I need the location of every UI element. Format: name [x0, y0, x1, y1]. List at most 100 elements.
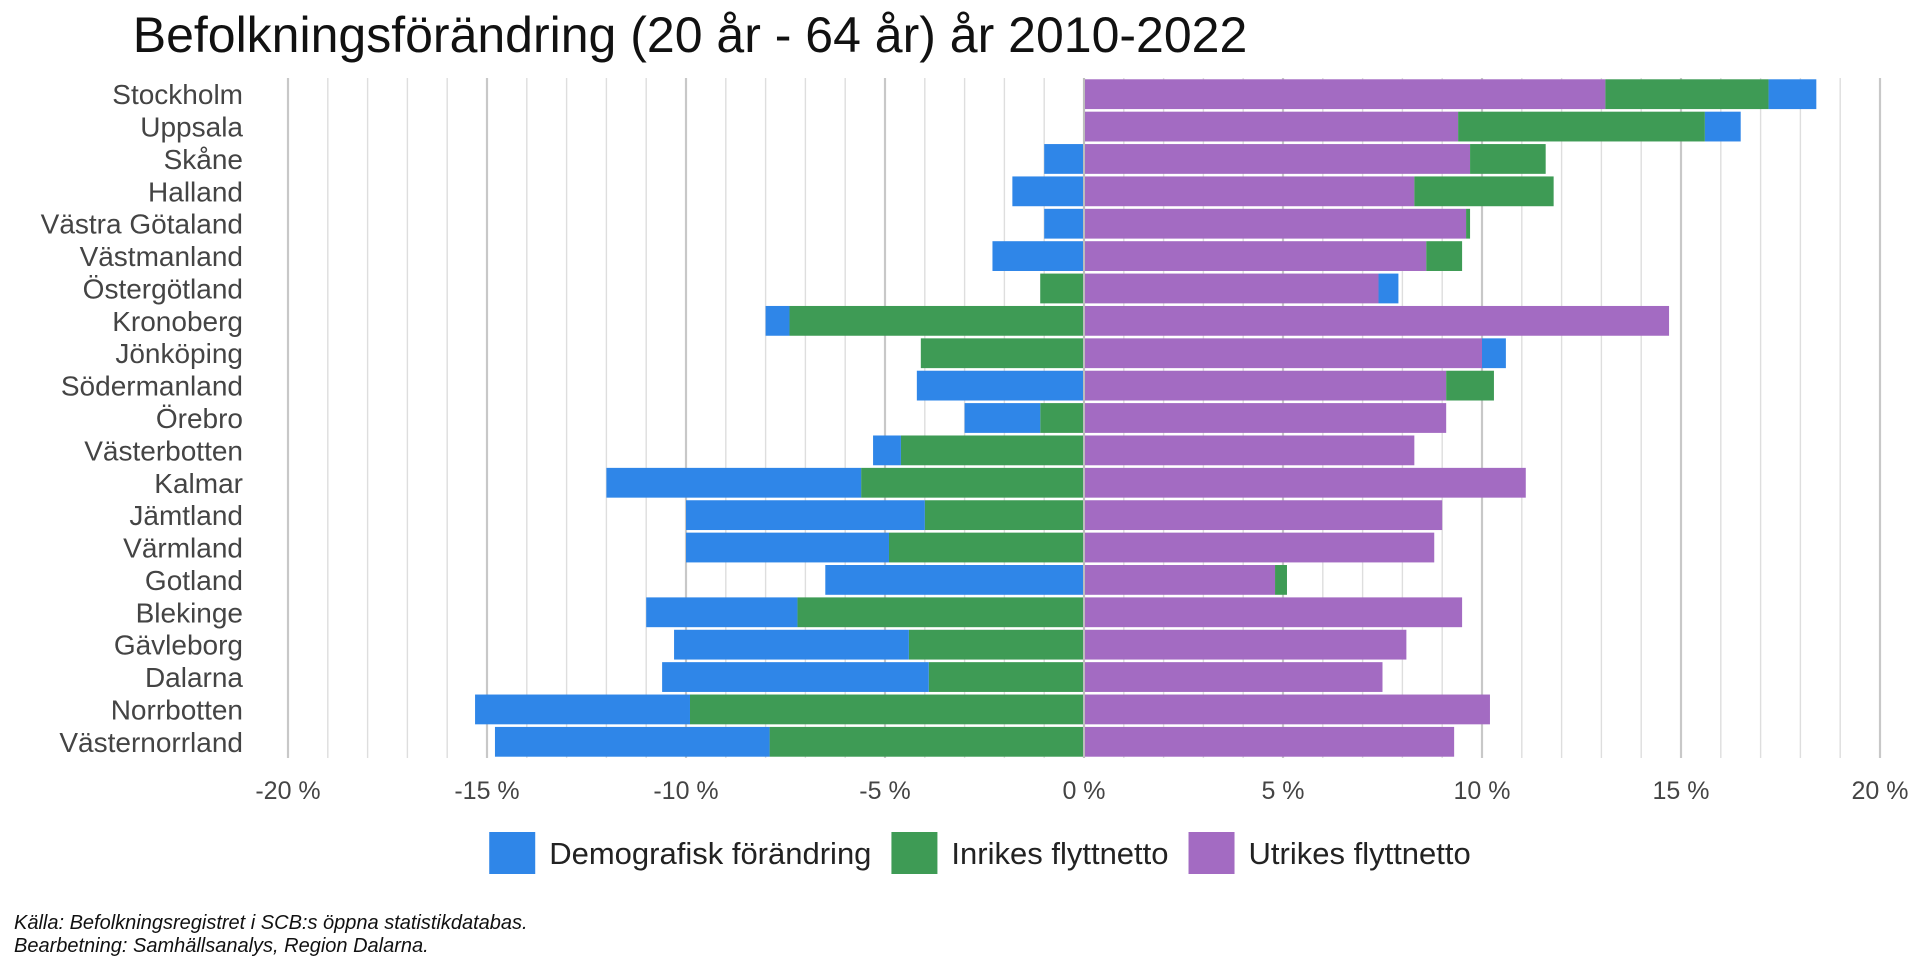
bar-demografisk-förändring-16 — [646, 597, 798, 628]
bar-demografisk-förändring-17 — [674, 629, 909, 660]
bar-inrikes-flyttnetto-19 — [689, 694, 1084, 725]
bar-utrikes-flyttnetto-3 — [1084, 176, 1415, 207]
legend-label: Inrikes flyttnetto — [951, 836, 1168, 871]
bar-utrikes-flyttnetto-20 — [1084, 726, 1455, 757]
bar-demografisk-förändring-6 — [1378, 273, 1399, 304]
bar-utrikes-flyttnetto-12 — [1084, 467, 1526, 498]
bar-inrikes-flyttnetto-14 — [888, 532, 1084, 563]
category-label: Västra Götaland — [41, 209, 243, 240]
bar-demografisk-förändring-1 — [1704, 111, 1741, 142]
bar-inrikes-flyttnetto-11 — [900, 435, 1084, 466]
category-label: Örebro — [156, 403, 243, 434]
legend-swatch — [1188, 832, 1235, 874]
x-tick-label: -20 % — [255, 777, 320, 805]
legend-label: Demografisk förändring — [549, 836, 871, 871]
bar-inrikes-flyttnetto-16 — [797, 597, 1084, 628]
bar-inrikes-flyttnetto-13 — [924, 500, 1084, 531]
bar-utrikes-flyttnetto-5 — [1084, 241, 1427, 271]
bar-inrikes-flyttnetto-17 — [908, 629, 1084, 660]
bar-demografisk-förändring-4 — [1044, 208, 1084, 239]
bar-demografisk-förändring-13 — [686, 500, 925, 531]
x-tick-label: 15 % — [1653, 777, 1710, 805]
bar-utrikes-flyttnetto-4 — [1084, 208, 1467, 239]
legend-swatch — [891, 832, 938, 874]
x-tick-label: 10 % — [1454, 777, 1511, 805]
bar-utrikes-flyttnetto-14 — [1084, 532, 1435, 563]
bar-utrikes-flyttnetto-16 — [1084, 597, 1463, 628]
bar-demografisk-förändring-18 — [662, 662, 929, 692]
category-label: Dalarna — [145, 662, 243, 693]
legend: Demografisk förändring Inrikes flyttnetto… — [489, 832, 1471, 874]
bar-utrikes-flyttnetto-18 — [1084, 662, 1383, 692]
category-label: Halland — [148, 176, 243, 207]
bar-demografisk-förändring-0 — [1768, 79, 1817, 110]
category-label: Västmanland — [80, 241, 243, 272]
bar-demografisk-förändring-2 — [1044, 144, 1084, 174]
bar-inrikes-flyttnetto-0 — [1605, 79, 1769, 110]
category-label: Södermanland — [61, 371, 243, 402]
bar-demografisk-förändring-10 — [964, 403, 1041, 433]
bar-inrikes-flyttnetto-4 — [1466, 208, 1471, 239]
bar-inrikes-flyttnetto-2 — [1470, 144, 1546, 174]
category-label: Stockholm — [112, 79, 243, 110]
bar-inrikes-flyttnetto-20 — [769, 726, 1084, 757]
bar-inrikes-flyttnetto-5 — [1426, 241, 1463, 271]
x-tick-label: -15 % — [454, 777, 519, 805]
x-tick-label: -10 % — [653, 777, 718, 805]
bar-utrikes-flyttnetto-2 — [1084, 144, 1471, 174]
category-label: Värmland — [123, 533, 243, 564]
bar-utrikes-flyttnetto-13 — [1084, 500, 1443, 531]
category-label: Gävleborg — [114, 630, 243, 661]
category-label: Västernorrland — [59, 727, 243, 758]
category-label: Jönköping — [115, 338, 243, 369]
x-tick-labels: -20 % -15 % -10 % -5 % 0 % 5 % 10 % 15 % 20 % — [255, 777, 1908, 805]
bar-utrikes-flyttnetto-0 — [1084, 79, 1606, 110]
bar-utrikes-flyttnetto-1 — [1084, 111, 1459, 142]
bar-demografisk-förändring-7 — [765, 305, 790, 336]
bar-inrikes-flyttnetto-10 — [1040, 403, 1084, 433]
bar-demografisk-förändring-20 — [494, 726, 770, 757]
category-label: Blekinge — [136, 597, 243, 628]
bar-utrikes-flyttnetto-9 — [1084, 370, 1447, 401]
bar-inrikes-flyttnetto-7 — [789, 305, 1084, 336]
category-label: Norrbotten — [111, 694, 243, 725]
bar-inrikes-flyttnetto-18 — [928, 662, 1084, 692]
category-label: Gotland — [145, 565, 243, 596]
bar-demografisk-förändring-11 — [873, 435, 901, 466]
bar-demografisk-förändring-8 — [1482, 338, 1506, 369]
x-tick-label: 5 % — [1261, 777, 1304, 805]
x-tick-label: 0 % — [1062, 777, 1105, 805]
bar-inrikes-flyttnetto-9 — [1446, 370, 1494, 401]
bar-utrikes-flyttnetto-15 — [1084, 565, 1276, 595]
chart-title: Befolkningsförändring (20 år - 64 år) år… — [133, 7, 1248, 63]
category-label: Skåne — [164, 144, 243, 175]
source-note: Källa: Befolkningsregistret i SCB:s öppn… — [14, 912, 528, 934]
bar-demografisk-förändring-12 — [606, 467, 862, 498]
category-label: Västerbotten — [84, 435, 243, 466]
bar-demografisk-förändring-19 — [475, 694, 690, 725]
bar-inrikes-flyttnetto-6 — [1040, 273, 1084, 304]
bar-demografisk-förändring-14 — [686, 532, 889, 563]
bar-inrikes-flyttnetto-3 — [1414, 176, 1554, 207]
bar-utrikes-flyttnetto-19 — [1084, 694, 1490, 725]
bar-utrikes-flyttnetto-11 — [1084, 435, 1415, 466]
category-label: Jämtland — [129, 500, 243, 531]
bar-demografisk-förändring-3 — [1012, 176, 1084, 207]
x-tick-label: 20 % — [1852, 777, 1909, 805]
bar-utrikes-flyttnetto-8 — [1084, 338, 1482, 369]
bar-demografisk-förändring-15 — [825, 565, 1084, 595]
bar-inrikes-flyttnetto-12 — [861, 467, 1084, 498]
category-label: Uppsala — [140, 112, 243, 143]
x-tick-label: -5 % — [859, 777, 910, 805]
bar-utrikes-flyttnetto-6 — [1084, 273, 1379, 304]
bar-demografisk-förändring-9 — [916, 370, 1084, 401]
bar-inrikes-flyttnetto-1 — [1458, 111, 1705, 142]
bar-inrikes-flyttnetto-15 — [1275, 565, 1287, 595]
legend-label: Utrikes flyttnetto — [1249, 836, 1471, 871]
category-label: Kalmar — [154, 468, 243, 499]
bars — [475, 78, 1817, 758]
bar-inrikes-flyttnetto-8 — [920, 338, 1084, 369]
bar-utrikes-flyttnetto-10 — [1084, 403, 1447, 433]
